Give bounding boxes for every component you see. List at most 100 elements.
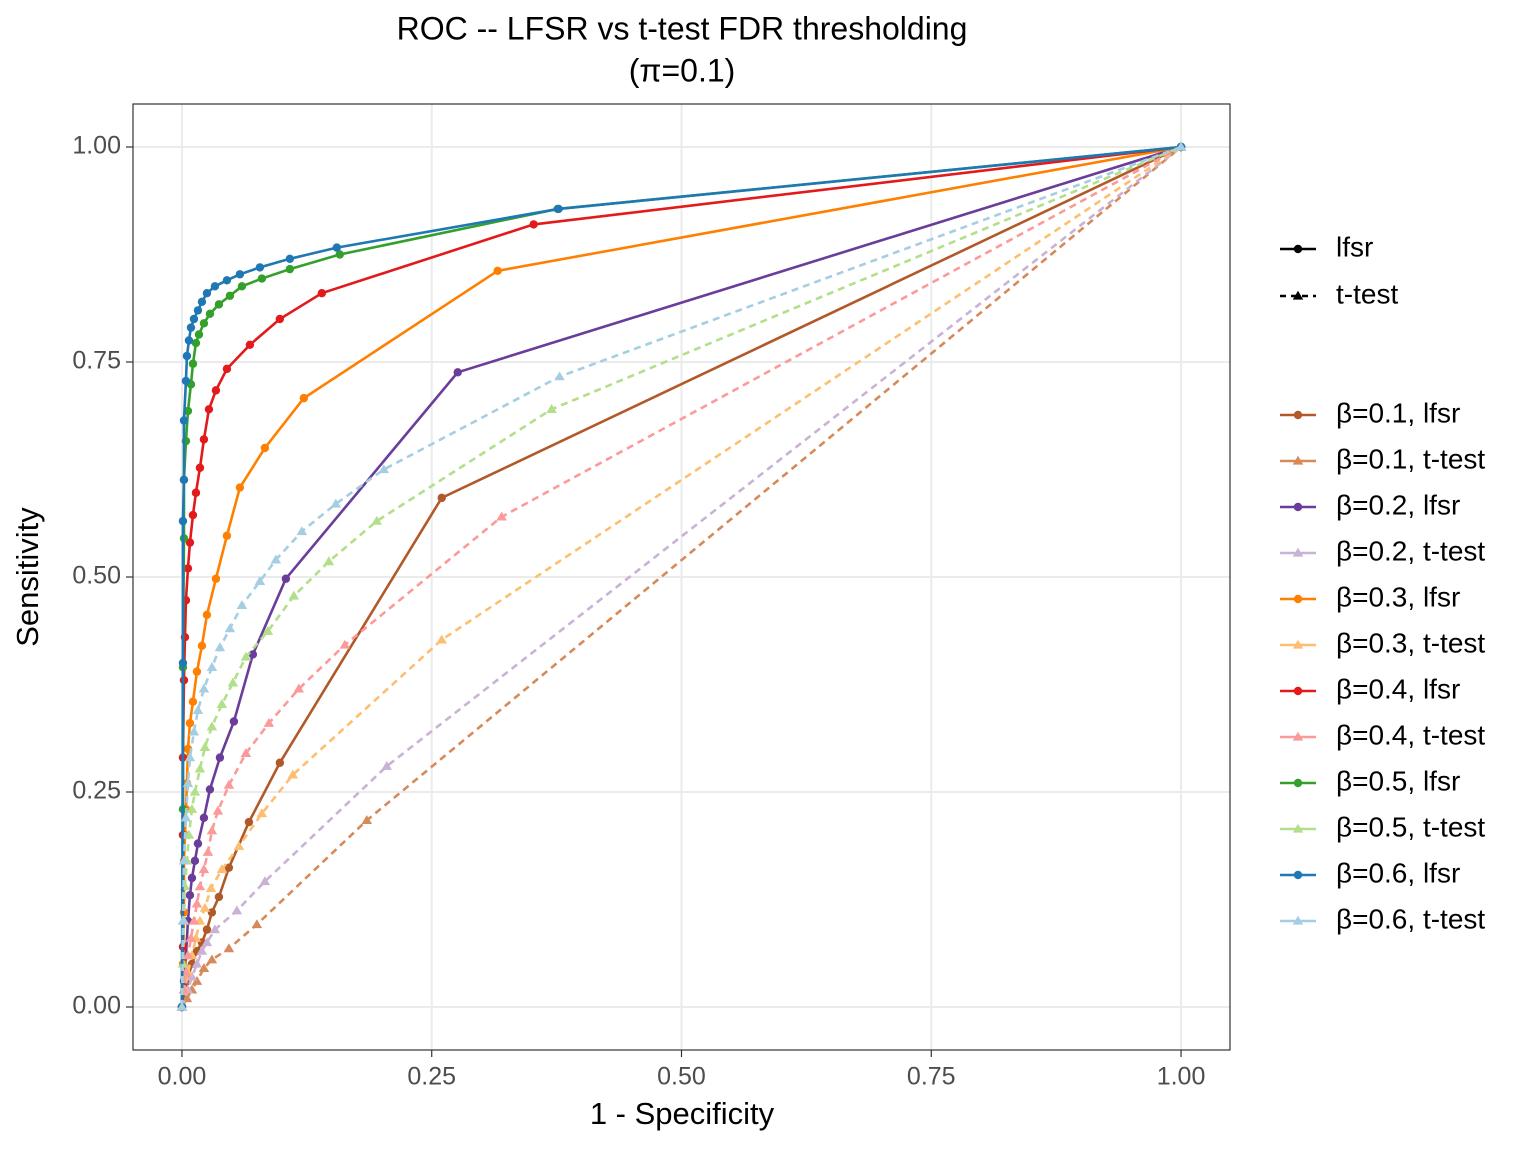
point <box>207 908 217 917</box>
point <box>332 243 342 252</box>
point <box>178 855 190 865</box>
y-tick-label: 1.00 <box>72 132 121 160</box>
point <box>251 919 263 929</box>
point <box>202 610 212 620</box>
point <box>335 250 345 259</box>
point <box>205 883 217 892</box>
legend-marker <box>1293 244 1303 254</box>
legend-marker <box>1293 594 1303 604</box>
y-axis-title: Sensitivity <box>10 507 45 647</box>
point <box>179 416 189 425</box>
point <box>214 642 226 652</box>
point <box>188 915 200 925</box>
x-tick-label: 0.50 <box>657 1063 706 1091</box>
point <box>361 815 373 825</box>
point <box>1175 141 1187 151</box>
point <box>546 404 557 413</box>
point <box>212 805 224 815</box>
legend-marker <box>1293 778 1303 788</box>
point <box>179 475 189 485</box>
point <box>211 386 221 395</box>
legend-marker <box>1292 290 1304 300</box>
legend-label: β=0.5, lfsr <box>1336 765 1460 796</box>
point <box>453 368 462 377</box>
chart-subtitle: (π=0.1) <box>629 52 736 88</box>
point <box>202 846 214 856</box>
legend-label: β=0.6, lfsr <box>1336 857 1460 888</box>
point <box>198 864 210 874</box>
legend-label: β=0.5, t-test <box>1336 811 1485 842</box>
legend-marker <box>1293 410 1303 420</box>
point <box>237 282 247 291</box>
point <box>529 220 538 229</box>
point <box>205 309 215 319</box>
legend-marker <box>1292 547 1304 557</box>
point <box>235 483 245 492</box>
point <box>211 574 221 583</box>
point <box>323 556 335 566</box>
point <box>197 297 207 306</box>
x-axis-title: 1 - Specificity <box>590 1096 775 1131</box>
point <box>188 510 198 520</box>
legend: lfsr t-test β=0.1, lfsr β=0.1, t-test β=0.2,… <box>1280 231 1485 934</box>
point <box>206 721 218 731</box>
legend-label: β=0.4, lfsr <box>1336 673 1460 704</box>
point <box>378 464 390 474</box>
x-tick-label: 1.00 <box>1157 1063 1206 1091</box>
point <box>199 742 211 751</box>
point <box>223 779 235 789</box>
point <box>262 625 274 635</box>
point <box>194 881 206 891</box>
point <box>188 726 200 736</box>
point <box>245 340 255 349</box>
legend-marker <box>1292 823 1304 833</box>
y-tick-label: 0.50 <box>72 562 121 590</box>
point <box>204 405 214 414</box>
point <box>240 748 252 757</box>
point <box>223 943 235 953</box>
legend-label: β=0.1, t-test <box>1336 443 1485 474</box>
point <box>231 905 243 915</box>
point <box>296 526 308 536</box>
point <box>288 590 300 600</box>
point <box>196 945 208 955</box>
point <box>180 812 192 822</box>
point <box>189 786 201 796</box>
point <box>177 915 189 925</box>
point <box>184 752 196 762</box>
point <box>176 1001 188 1011</box>
point <box>193 839 203 848</box>
legend-marker <box>1293 870 1303 880</box>
point <box>186 323 196 332</box>
legend-label: β=0.6, t-test <box>1336 903 1485 934</box>
legend-label: β=0.1, lfsr <box>1336 397 1460 428</box>
point <box>233 840 245 850</box>
point <box>188 359 198 368</box>
point <box>206 825 218 835</box>
legend-marker <box>1292 455 1304 465</box>
point <box>255 263 265 272</box>
point <box>199 435 209 444</box>
point <box>185 719 195 728</box>
point <box>191 958 203 968</box>
point <box>198 683 210 693</box>
point <box>187 873 197 883</box>
point <box>199 902 211 912</box>
point <box>209 924 221 934</box>
point <box>257 274 267 283</box>
plot-area <box>176 141 1187 1012</box>
point <box>381 760 393 770</box>
point <box>281 574 291 583</box>
grid <box>133 104 1230 1050</box>
x-tick-label: 0.75 <box>907 1063 956 1091</box>
point <box>178 658 188 668</box>
point <box>275 314 285 324</box>
point <box>236 600 248 610</box>
point <box>496 511 507 521</box>
point <box>293 683 305 693</box>
point <box>339 639 351 649</box>
point <box>224 863 234 872</box>
point <box>222 276 232 285</box>
point <box>240 651 252 661</box>
